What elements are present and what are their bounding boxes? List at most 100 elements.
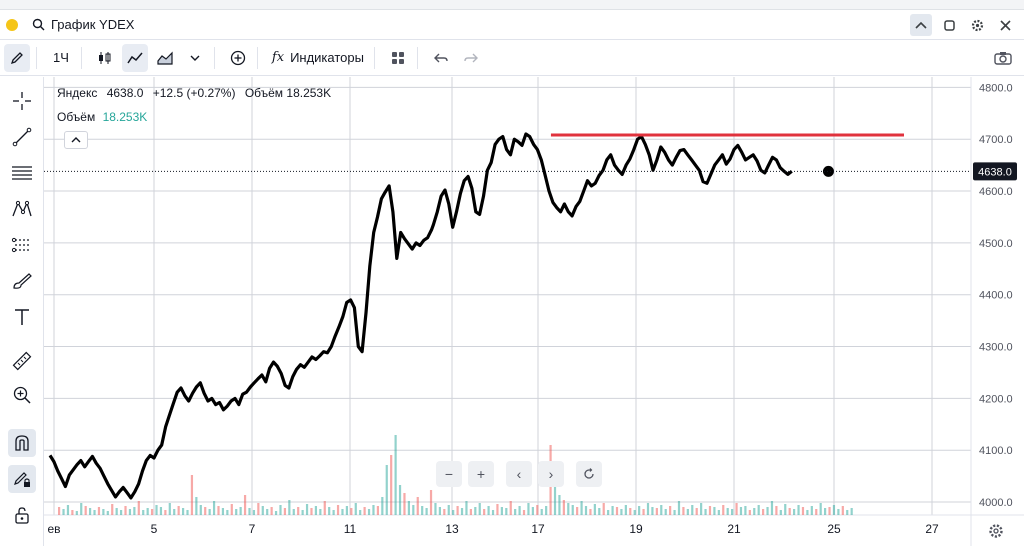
drawing-mode-button[interactable] (4, 43, 30, 72)
volume-bar (460, 508, 464, 515)
volume-bar (580, 501, 583, 515)
lock-drawings-tool[interactable] (8, 465, 36, 493)
candles-chart-type-button[interactable] (92, 44, 118, 72)
volume-bar (119, 510, 123, 515)
magnet-mode-tool[interactable] (8, 429, 36, 457)
trend-line-tool[interactable] (8, 123, 36, 151)
close-window-button[interactable] (994, 14, 1016, 36)
volume-bar (164, 510, 167, 515)
toolbar-divider (373, 46, 375, 69)
volume-bar (496, 504, 499, 515)
x-tick-label: 11 (344, 522, 357, 536)
volume-bar (518, 506, 521, 515)
reset-chart-button[interactable] (576, 461, 602, 487)
volume-bar (704, 509, 707, 515)
symbol-search[interactable]: График YDEX (32, 17, 134, 32)
toolbar-divider (256, 46, 258, 69)
volume-bar (266, 509, 269, 515)
volume-bar (726, 508, 729, 515)
chart-settings-button[interactable] (984, 519, 1008, 543)
legend-last-price: 4638.0 (106, 86, 144, 100)
undo-button[interactable] (428, 44, 454, 72)
volume-bar (341, 509, 344, 515)
chart-type-dropdown[interactable] (182, 44, 208, 72)
zoom-in-button[interactable]: + (468, 461, 494, 487)
text-tool[interactable] (8, 303, 36, 331)
zoom-out-button[interactable]: − (436, 461, 462, 487)
volume-bar (642, 509, 645, 515)
volume-bar (673, 510, 676, 515)
volume-bar (700, 503, 703, 515)
volume-bar (567, 503, 570, 515)
close-icon (999, 19, 1011, 31)
volume-bar (744, 506, 747, 515)
window-settings-button[interactable] (966, 14, 988, 36)
volume-bar (345, 506, 349, 515)
volume-bar (407, 501, 410, 515)
collapse-window-button[interactable] (910, 14, 932, 36)
volume-bar (292, 509, 295, 515)
ruler-tool[interactable] (8, 347, 36, 375)
x-tick-label: 17 (531, 522, 545, 536)
volume-bar (62, 509, 65, 515)
price-line (48, 132, 793, 500)
y-tick-label: 4700.0 (979, 134, 1013, 146)
line-chart-type-button[interactable] (121, 43, 148, 72)
volume-bar (452, 510, 455, 515)
volume-bar (359, 510, 362, 515)
compare-button[interactable] (225, 44, 251, 72)
prediction-tool[interactable] (8, 231, 36, 259)
volume-bar (522, 510, 526, 515)
volume-bar (181, 508, 185, 515)
volume-bar (106, 511, 109, 515)
brush-tool[interactable] (8, 267, 36, 295)
volume-bar (593, 504, 596, 515)
area-chart-icon (157, 51, 173, 65)
volume-bar (283, 508, 287, 515)
y-tick-label: 4000.0 (979, 497, 1013, 509)
area-chart-type-button[interactable] (152, 44, 178, 72)
volume-bar (301, 510, 304, 515)
volume-bar (611, 506, 614, 515)
chevron-left-icon: ‹ (516, 466, 522, 482)
volume-bar (691, 505, 694, 515)
volume-bar (483, 509, 486, 515)
volume-bar (509, 501, 512, 515)
volume-bar (279, 505, 282, 515)
price-chart[interactable]: 4000.0 4100.0 4200.0 4300.0 4400.0 4500.0 4600… (44, 77, 1024, 546)
y-tick-label: 4400.0 (979, 290, 1013, 302)
magnet-icon (15, 435, 29, 451)
collapse-legend-button[interactable] (64, 131, 88, 149)
volume-bar (350, 508, 353, 515)
volume-bar (677, 501, 681, 515)
x-tick-label: ев (47, 522, 60, 536)
current-price-label: 4638.0 (978, 166, 1012, 178)
maximize-window-button[interactable] (938, 14, 960, 36)
indicators-button[interactable]: fx Индикаторы (268, 44, 368, 72)
unlock-tool[interactable] (8, 501, 36, 529)
redo-button[interactable] (458, 44, 484, 72)
scroll-right-button[interactable]: › (538, 461, 564, 487)
legend-volume-label: Объём (244, 86, 284, 100)
volume-bar (576, 507, 579, 515)
volume-bar (784, 504, 787, 515)
volume-bar (797, 505, 800, 515)
volume-bar (221, 508, 225, 515)
scroll-left-button[interactable]: ‹ (506, 461, 532, 487)
volume-bar (177, 506, 180, 515)
volume-bar (655, 508, 658, 515)
x-tick-label: 19 (629, 522, 643, 536)
pattern-tool[interactable] (8, 195, 36, 223)
crosshair-tool[interactable] (8, 87, 36, 115)
current-price-label-bg (973, 162, 1017, 181)
interval-button[interactable]: 1Ч (53, 50, 69, 65)
zoom-in-tool[interactable] (8, 381, 36, 409)
volume-bar (819, 503, 822, 515)
volume-bar (602, 503, 605, 515)
screenshot-button[interactable] (990, 44, 1016, 72)
volume-bar (562, 500, 565, 515)
horizontal-lines-tool[interactable] (8, 159, 36, 187)
volume-bar (491, 510, 495, 515)
volume-bar (469, 509, 472, 515)
layout-button[interactable] (385, 44, 411, 72)
